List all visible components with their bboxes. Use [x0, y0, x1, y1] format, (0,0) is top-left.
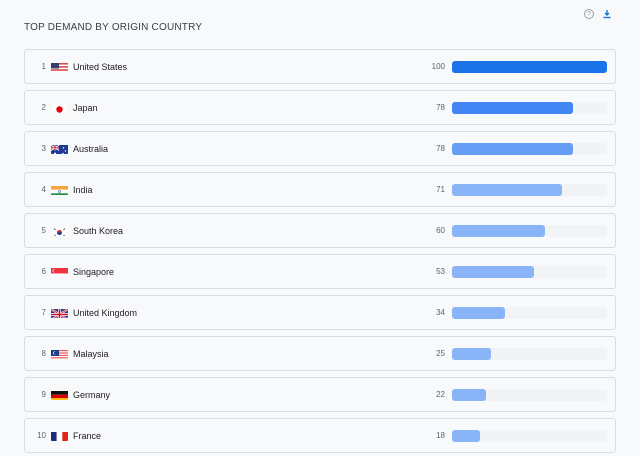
bar-track: [452, 306, 607, 319]
table-row[interactable]: 1 United States 100: [24, 49, 616, 84]
table-row[interactable]: 5 South Korea 60: [24, 213, 616, 248]
bar-track: [452, 265, 607, 278]
rank-number: 2: [41, 103, 46, 112]
country-name: Japan: [73, 102, 98, 113]
country-name: France: [73, 430, 102, 441]
demand-value: 53: [436, 267, 445, 276]
demand-value: 78: [436, 144, 445, 153]
country-name: United States: [73, 61, 128, 72]
bar-fill: [452, 388, 487, 401]
bar-track: [452, 224, 607, 237]
demand-value: 71: [436, 185, 445, 194]
table-row[interactable]: 6 Singapore 53: [24, 254, 616, 289]
bar-fill: [452, 429, 480, 442]
demand-value: 18: [436, 431, 445, 440]
demand-value: 100: [431, 62, 445, 71]
country-name: South Korea: [73, 225, 124, 236]
flag-in-icon: [51, 184, 68, 195]
rank-number: 1: [41, 62, 46, 71]
rank-number: 10: [37, 431, 46, 440]
page-title: TOP DEMAND BY ORIGIN COUNTRY: [24, 22, 203, 33]
country-list: 1 United States 100 2 Japan 78 3 Australia 78 4 In…: [24, 49, 616, 456]
table-row[interactable]: 8 Malaysia 25: [24, 336, 616, 371]
toolbar: ?: [584, 9, 612, 19]
bar-fill: [452, 183, 563, 196]
table-row[interactable]: 4 India 71: [24, 172, 616, 207]
help-icon[interactable]: ?: [584, 9, 594, 19]
bar-track: [452, 183, 607, 196]
flag-kr-icon: [51, 225, 68, 236]
country-name: Singapore: [73, 266, 115, 277]
flag-gb-icon: [51, 307, 68, 318]
flag-my-icon: [51, 348, 68, 359]
flag-de-icon: [51, 389, 68, 400]
rank-number: 4: [41, 185, 46, 194]
bar-track: [452, 429, 607, 442]
table-row[interactable]: 3 Australia 78: [24, 131, 616, 166]
bar-fill: [452, 224, 545, 237]
rank-number: 9: [41, 390, 46, 399]
demand-value: 78: [436, 103, 445, 112]
download-icon[interactable]: [602, 9, 612, 19]
table-row[interactable]: 9 Germany 22: [24, 377, 616, 412]
table-row[interactable]: 2 Japan 78: [24, 90, 616, 125]
rank-number: 8: [41, 349, 46, 358]
demand-value: 25: [436, 349, 445, 358]
table-row[interactable]: 10 France 18: [24, 418, 616, 453]
bar-fill: [452, 306, 505, 319]
country-name: Australia: [73, 143, 109, 154]
bar-fill: [452, 265, 535, 278]
flag-fr-icon: [51, 430, 68, 441]
demand-value: 22: [436, 390, 445, 399]
table-row[interactable]: 7 United Kingdom 34: [24, 295, 616, 330]
flag-us-icon: [51, 61, 68, 72]
rank-number: 7: [41, 308, 46, 317]
country-name: India: [73, 184, 93, 195]
bar-fill: [452, 347, 491, 360]
demand-value: 34: [436, 308, 445, 317]
country-name: United Kingdom: [73, 307, 138, 318]
bar-track: [452, 101, 607, 114]
bar-track: [452, 388, 607, 401]
country-name: Germany: [73, 389, 111, 400]
demand-value: 60: [436, 226, 445, 235]
country-name: Malaysia: [73, 348, 109, 359]
bar-track: [452, 347, 607, 360]
bar-fill: [452, 60, 607, 73]
bar-track: [452, 142, 607, 155]
bar-fill: [452, 101, 573, 114]
bar-fill: [452, 142, 573, 155]
rank-number: 6: [41, 267, 46, 276]
bar-track: [452, 60, 607, 73]
flag-au-icon: [51, 143, 68, 154]
rank-number: 3: [41, 144, 46, 153]
flag-sg-icon: [51, 266, 68, 277]
rank-number: 5: [41, 226, 46, 235]
flag-jp-icon: [51, 102, 68, 113]
